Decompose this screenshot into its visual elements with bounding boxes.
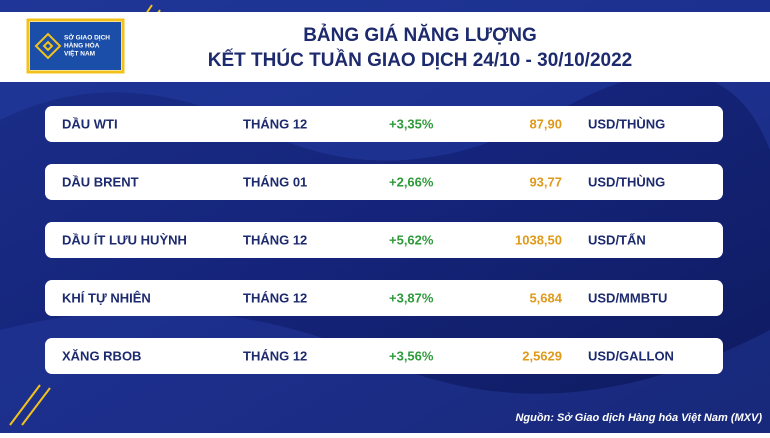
title: BẢNG GIÁ NĂNG LƯỢNG KẾT THÚC TUẦN GIAO DỊ… (208, 24, 632, 71)
contract-month: THÁNG 12 (243, 116, 307, 131)
unit: USD/THÙNG (588, 174, 665, 189)
unit: USD/THÙNG (588, 116, 665, 131)
row-card (45, 164, 723, 200)
unit: USD/TẤN (588, 232, 646, 247)
logo-icon (34, 32, 62, 60)
unit: USD/MMBTU (588, 290, 667, 305)
logo-line: VIỆT NAM (64, 49, 95, 58)
source: Nguồn: Sở Giao dịch Hàng hóa Việt Nam (M… (515, 412, 762, 424)
contract-month: THÁNG 12 (243, 290, 307, 305)
change: +5,62% (389, 232, 434, 247)
table-row: DẦU BRENT THÁNG 01 +2,66% 93,77 USD/THÙNG (45, 164, 723, 200)
row-card (45, 338, 723, 374)
contract-month: THÁNG 12 (243, 348, 307, 363)
table-row: KHÍ TỰ NHIÊN THÁNG 12 +3,87% 5,684 USD/MMBTU (45, 280, 723, 316)
product: DẦU ÍT LƯU HUỲNH (62, 232, 187, 247)
title-line: KẾT THÚC TUẦN GIAO DỊCH 24/10 - 30/10/20… (208, 49, 632, 71)
price: 1038,50 (515, 232, 562, 247)
product: DẦU BRENT (62, 174, 139, 189)
change: +3,35% (389, 116, 434, 131)
product: XĂNG RBOB (62, 348, 141, 363)
change: +3,56% (389, 348, 434, 363)
price: 87,90 (529, 116, 562, 131)
row-card (45, 106, 723, 142)
price: 93,77 (529, 174, 562, 189)
contract-month: THÁNG 01 (243, 174, 307, 189)
table-row: XĂNG RBOB THÁNG 12 +3,56% 2,5629 USD/GALLON (45, 338, 723, 374)
price: 2,5629 (522, 348, 562, 363)
change: +3,87% (389, 290, 434, 305)
title-line: BẢNG GIÁ NĂNG LƯỢNG (303, 24, 537, 46)
price: 5,684 (529, 290, 562, 305)
table-row: DẦU WTI THÁNG 12 +3,35% 87,90 USD/THÙNG (45, 106, 723, 142)
logo-line: SỞ GIAO DỊCH (64, 33, 110, 42)
product: DẦU WTI (62, 116, 118, 131)
contract-month: THÁNG 12 (243, 232, 307, 247)
row-card (45, 222, 723, 258)
unit: USD/GALLON (588, 348, 674, 363)
row-card (45, 280, 723, 316)
header-band (0, 12, 770, 82)
logo-line: HÀNG HÓA (64, 41, 100, 50)
change: +2,66% (389, 174, 434, 189)
product: KHÍ TỰ NHIÊN (62, 290, 151, 305)
table-row: DẦU ÍT LƯU HUỲNH THÁNG 12 +5,62% 1038,50 USD… (45, 222, 723, 258)
